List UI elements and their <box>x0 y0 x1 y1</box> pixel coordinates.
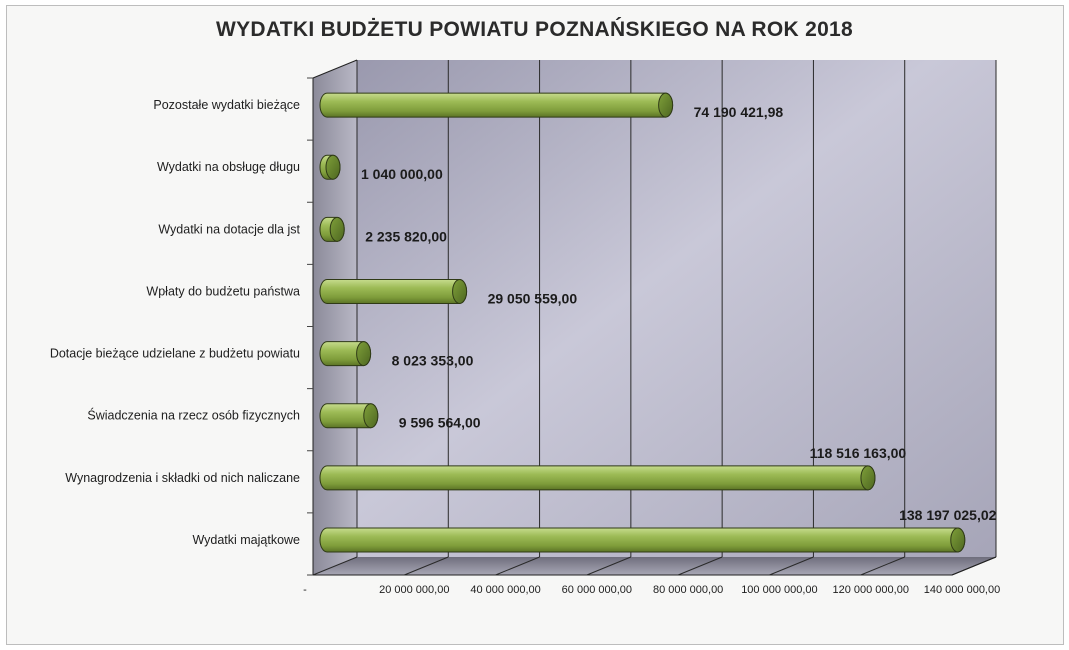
chart-title: WYDATKI BUDŻETU POWIATU POZNAŃSKIEGO NA … <box>215 18 854 41</box>
category-label: Pozostałe wydatki bieżące <box>153 98 300 112</box>
bar-body <box>319 527 966 553</box>
category-label: Dotacje bieżące udzielane z budżetu powi… <box>50 347 300 361</box>
bar-body <box>319 278 468 304</box>
plot-background <box>313 60 996 575</box>
category-label: Wydatki na dotacje dla jst <box>158 222 300 236</box>
value-label: 8 023 353,00 <box>392 353 474 369</box>
floor-gridline <box>495 556 540 576</box>
back-wall <box>357 60 996 557</box>
bar <box>319 341 372 367</box>
floor-gridline <box>586 556 632 576</box>
category-label: Wydatki na obsługę długu <box>157 160 300 174</box>
floor-gridline <box>404 556 449 576</box>
x-tick-label: 60 000 000,00 <box>562 584 632 596</box>
x-tick-label: - <box>303 584 307 596</box>
labels: - 20 000 000,00 40 000 000,00 60 000 000,00… <box>50 98 1000 596</box>
bar-cap <box>860 465 876 491</box>
bar <box>319 465 876 491</box>
bar <box>319 278 468 304</box>
bar <box>319 92 674 118</box>
floor-gridline <box>860 556 905 576</box>
value-label: 118 516 163,00 <box>810 445 907 461</box>
right-edge <box>951 556 997 576</box>
category-label: Wynagrodzenia i składki od nich naliczan… <box>65 471 300 485</box>
bar-body <box>319 92 674 118</box>
value-label: 138 197 025,02 <box>899 507 997 523</box>
bar-cap <box>363 403 379 429</box>
value-label: 29 050 559,00 <box>488 290 578 306</box>
floor-gridline <box>312 556 358 576</box>
value-label: 74 190 421,98 <box>694 104 784 120</box>
bars <box>319 92 966 553</box>
side-wall <box>313 60 357 575</box>
x-tick-label: 20 000 000,00 <box>379 584 449 596</box>
value-label: 9 596 564,00 <box>399 415 481 431</box>
bar-cap <box>356 341 372 367</box>
x-tick-label: 100 000 000,00 <box>741 584 817 596</box>
bar-cap <box>329 216 345 242</box>
x-tick-label: 120 000 000,00 <box>832 584 908 596</box>
bar <box>319 154 341 180</box>
floor <box>313 557 996 575</box>
bar <box>319 527 966 553</box>
category-label: Wpłaty do budżetu państwa <box>146 284 300 298</box>
bar <box>319 403 379 429</box>
category-label: Świadczenia na rzecz osób fizycznych <box>87 408 300 423</box>
x-tick-label: 80 000 000,00 <box>653 584 723 596</box>
category-label: Wydatki majątkowe <box>192 533 300 547</box>
bar-cap <box>658 92 674 118</box>
floor-gridline <box>769 556 814 576</box>
top-edge <box>312 59 358 79</box>
x-tick-label: 140 000 000,00 <box>924 584 1000 596</box>
x-tick-label: 40 000 000,00 <box>470 584 540 596</box>
value-label: 1 040 000,00 <box>361 166 443 182</box>
floor-gridline <box>677 556 723 576</box>
bar-body <box>319 465 876 491</box>
bar <box>319 216 345 242</box>
value-label: 2 235 820,00 <box>365 228 447 244</box>
bar-cap <box>325 154 341 180</box>
bar-cap <box>950 527 966 553</box>
bar-cap <box>452 278 468 304</box>
